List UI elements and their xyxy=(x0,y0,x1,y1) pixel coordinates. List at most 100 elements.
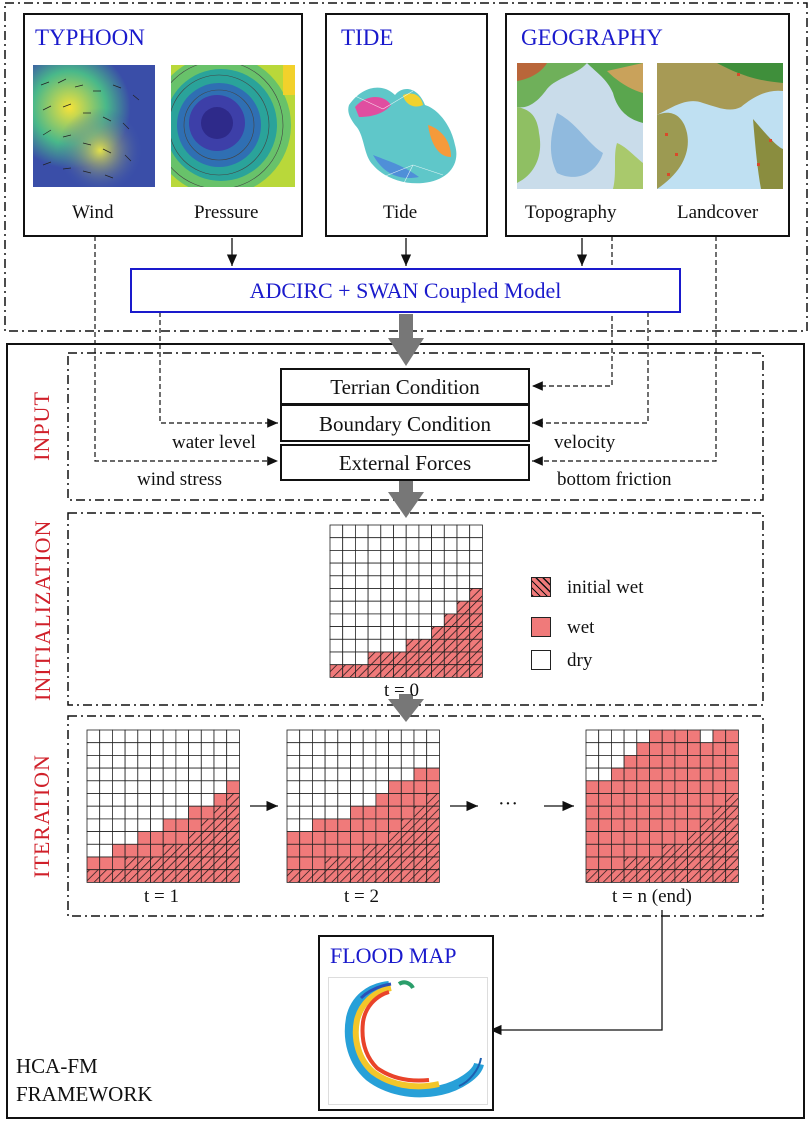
grid-cell-initial-wet xyxy=(687,831,701,845)
grid-cell-wet xyxy=(286,843,301,858)
grid-cell-dry xyxy=(426,729,440,744)
grid-cell-initial-wet xyxy=(200,869,215,883)
grid-cell-dry xyxy=(380,550,394,564)
grid-cell-initial-wet xyxy=(426,843,440,858)
grid-cell-initial-wet xyxy=(469,638,483,653)
topography-label: Topography xyxy=(525,202,617,223)
grid-cell-initial-wet xyxy=(393,664,407,678)
grid-cell-wet xyxy=(413,780,428,794)
grid-cell-wet xyxy=(661,831,676,845)
grid-cell-wet xyxy=(162,818,177,833)
grid-cell-dry xyxy=(354,550,369,564)
grid-cell-dry xyxy=(299,793,313,807)
grid-cell-dry xyxy=(150,793,164,807)
grid-cell-dry xyxy=(431,562,445,577)
grid-cell-wet xyxy=(661,742,676,756)
grid-cell-wet xyxy=(598,831,612,845)
typhoon-title: TYPHOON xyxy=(35,25,145,50)
grid-cell-initial-wet xyxy=(469,588,483,602)
terrain-condition-box: Terrian Condition xyxy=(280,368,530,405)
grid-cell-dry xyxy=(112,729,126,744)
grid-cell-initial-wet xyxy=(337,869,351,883)
grid-cell-dry xyxy=(112,805,126,820)
grid-cell-dry xyxy=(400,755,415,769)
grid-cell-initial-wet xyxy=(200,831,215,845)
grid-cell-dry xyxy=(299,767,313,782)
grid-t0 xyxy=(329,524,483,678)
grid-cell-dry xyxy=(99,729,113,744)
grid-cell-dry xyxy=(469,550,483,564)
grid-cell-dry xyxy=(354,524,369,539)
grid-cell-wet xyxy=(413,767,428,782)
grid-cell-initial-wet xyxy=(469,613,483,628)
grid-cell-initial-wet xyxy=(674,843,689,858)
grid-cell-dry xyxy=(342,626,356,640)
grid-cell-dry xyxy=(99,831,113,845)
grid-cell-initial-wet xyxy=(362,843,377,858)
grid-cell-initial-wet xyxy=(342,664,356,678)
initialization-stage-frame xyxy=(67,512,764,706)
grid-cell-wet xyxy=(311,843,326,858)
grid-cell-dry xyxy=(311,805,326,820)
grid-cell-dry xyxy=(286,818,301,833)
grid-cell-wet xyxy=(623,843,638,858)
grid-cell-dry xyxy=(99,742,113,756)
grid-cell-dry xyxy=(324,793,339,807)
tide-box: TIDE Tide xyxy=(325,13,488,237)
grid-cell-initial-wet xyxy=(286,869,301,883)
grid-cell-dry xyxy=(469,562,483,577)
grid-cell-dry xyxy=(200,755,215,769)
external-forces-box: External Forces xyxy=(280,444,530,481)
grid-cell-dry xyxy=(375,755,389,769)
grid-cell-initial-wet xyxy=(400,869,415,883)
grid-cell-initial-wet xyxy=(443,664,458,678)
grid-cell-wet xyxy=(150,843,164,858)
legend-wet-label: wet xyxy=(567,617,595,638)
grid-cell-dry xyxy=(299,780,313,794)
grid-cell-initial-wet xyxy=(188,831,202,845)
grid-cell-wet xyxy=(112,843,126,858)
grid-cell-dry xyxy=(367,537,382,551)
grid-cell-dry xyxy=(585,729,600,744)
grid-cell-dry xyxy=(699,729,714,744)
grid-cell-dry xyxy=(112,818,126,833)
grid-cell-dry xyxy=(418,537,432,551)
grid-cell-dry xyxy=(375,729,389,744)
grid-cell-initial-wet xyxy=(99,869,113,883)
grid-cell-initial-wet xyxy=(456,651,471,666)
grid-cell-dry xyxy=(380,524,394,539)
framework-label-line1: HCA-FM xyxy=(16,1054,98,1078)
grid-cell-dry xyxy=(150,818,164,833)
grid-cell-wet xyxy=(649,805,663,820)
grid-cell-dry xyxy=(342,537,356,551)
grid-cell-dry xyxy=(350,742,364,756)
grid-cell-dry xyxy=(367,562,382,577)
grid-cell-dry xyxy=(311,742,326,756)
grid-cell-wet xyxy=(226,780,240,794)
grid-cell-initial-wet xyxy=(380,664,394,678)
grid-cell-dry xyxy=(342,600,356,615)
grid-cell-initial-wet xyxy=(86,869,101,883)
grid-cell-dry xyxy=(375,742,389,756)
grid-cell-initial-wet xyxy=(699,869,714,883)
grid-cell-initial-wet xyxy=(712,831,727,845)
grid-cell-dry xyxy=(443,575,458,589)
grid-cell-dry xyxy=(393,600,407,615)
grid-cell-initial-wet xyxy=(337,856,351,871)
grid-cell-dry xyxy=(431,613,445,628)
grid-cell-dry xyxy=(286,780,301,794)
grid-cell-wet xyxy=(585,843,600,858)
grid-cell-wet xyxy=(362,831,377,845)
grid-cell-dry xyxy=(299,729,313,744)
grid-cell-dry xyxy=(380,588,394,602)
grid-cell-dry xyxy=(329,600,344,615)
grid-cell-initial-wet xyxy=(636,869,650,883)
grid-cell-dry xyxy=(405,626,420,640)
grid-cell-dry xyxy=(362,729,377,744)
grid-cell-dry xyxy=(124,793,139,807)
grid-cell-wet xyxy=(687,780,701,794)
grid-cell-wet xyxy=(699,767,714,782)
grid-cell-dry xyxy=(337,767,351,782)
grid-cell-wet xyxy=(213,793,228,807)
grid-cell-wet xyxy=(725,767,739,782)
